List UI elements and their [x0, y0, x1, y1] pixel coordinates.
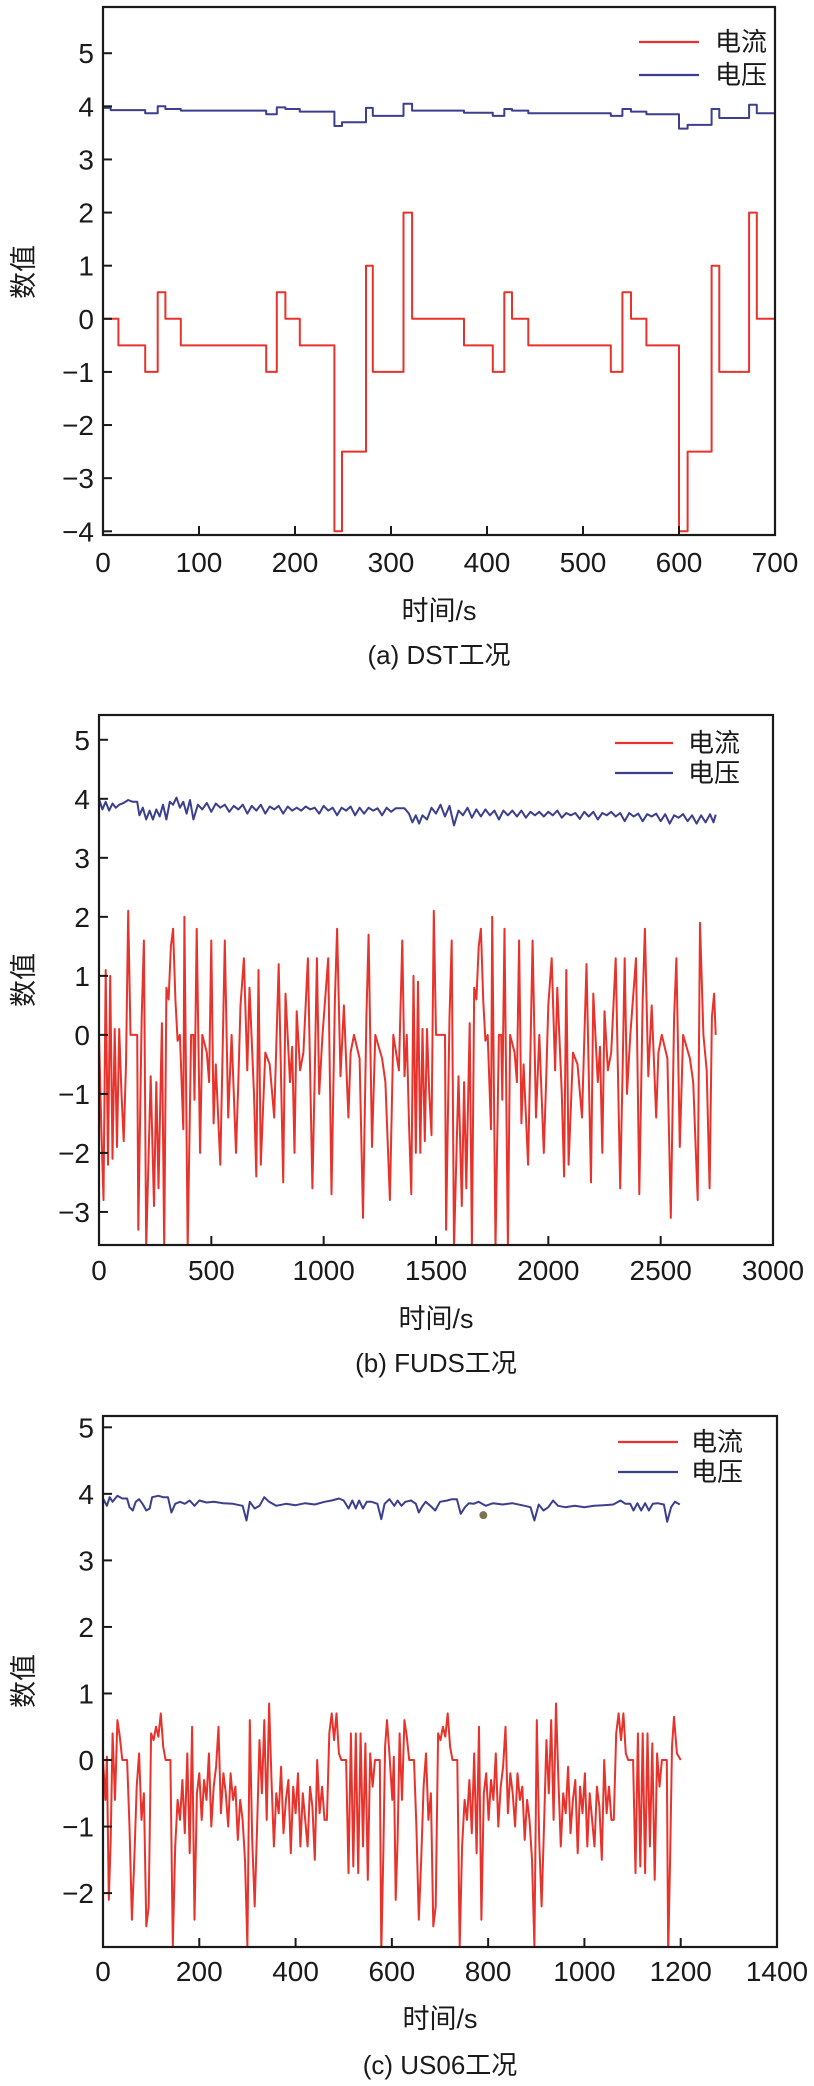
y-tick-label: 5: [74, 725, 90, 756]
chart-panel-c: 0 200 400 600 800 1000 1200 1400 −2 −1 0 1 2 3 4 5 时间/s 数…: [9, 1412, 808, 2080]
series-line-current: [103, 211, 775, 533]
y-tick-label: 1: [74, 961, 90, 992]
x-tick-label: 1000: [553, 1956, 615, 1987]
chart-panel-a: 0 100 200 300 400 500 600 700 −4 −3 −2 −1 0 1 2 3 4 5 时间/s…: [9, 5, 799, 670]
y-tick-label: −1: [62, 357, 94, 388]
y-tick-label: −2: [62, 1878, 94, 1909]
x-tick-label: 400: [464, 547, 511, 578]
x-tick-label: 100: [176, 547, 223, 578]
y-tick-label: −2: [62, 410, 94, 441]
x-tick-label: 1000: [293, 1255, 355, 1286]
x-tick-label: 300: [368, 547, 415, 578]
panel-caption: (b) FUDS工况: [355, 1348, 517, 1378]
x-axis-label: 时间/s: [398, 1304, 473, 1334]
x-tick-label: 2500: [630, 1255, 692, 1286]
series-line-current: [99, 909, 717, 1245]
y-tick-label: 1: [78, 251, 94, 282]
y-tick-label: 0: [78, 1745, 94, 1776]
y-tick-label: 4: [74, 784, 90, 815]
chart-panel-b: 0 500 1000 1500 2000 2500 3000 −3 −2 −1 0 1 2 3 4 5 时间/s…: [9, 713, 804, 1378]
y-axis-label: 数值: [9, 953, 39, 1007]
y-tick-label: −1: [58, 1079, 90, 1110]
x-tick-label: 600: [656, 547, 703, 578]
x-tick-label: 500: [188, 1255, 235, 1286]
y-axis-label: 数值: [9, 245, 39, 299]
y-tick-label: 2: [78, 198, 94, 229]
y-tick-label: 2: [78, 1612, 94, 1643]
x-tick-label: 0: [91, 1255, 107, 1286]
series-line-voltage: [99, 796, 717, 827]
legend-label: 电压: [688, 758, 740, 788]
y-axis-label: 数值: [9, 1654, 39, 1708]
legend-label: 电压: [715, 60, 767, 90]
x-tick-label: 500: [560, 547, 607, 578]
y-tick-label: 3: [78, 1545, 94, 1576]
x-tick-label: 400: [272, 1956, 319, 1987]
x-tick-label: 200: [272, 547, 319, 578]
legend-label: 电流: [688, 728, 740, 758]
y-tick-label: 4: [78, 1479, 94, 1510]
y-tick-label: 3: [78, 144, 94, 175]
x-tick-label: 200: [176, 1956, 223, 1987]
y-tick-label: 5: [78, 1412, 94, 1443]
y-tick-label: 0: [78, 304, 94, 335]
y-tick-label: 5: [78, 38, 94, 69]
y-tick-label: 4: [78, 91, 94, 122]
y-tick-label: −3: [62, 463, 94, 494]
y-tick-label: −4: [62, 516, 94, 547]
x-axis-label: 时间/s: [402, 2004, 477, 2034]
x-tick-label: 800: [465, 1956, 512, 1987]
legend-label: 电压: [691, 1457, 743, 1487]
series-line-current: [103, 1702, 682, 1947]
plot-frame: [101, 1414, 779, 1949]
plot-frame: [101, 5, 777, 537]
legend-label: 电流: [691, 1427, 743, 1457]
y-tick-label: −1: [62, 1812, 94, 1843]
panel-caption: (a) DST工况: [367, 640, 510, 670]
x-tick-label: 3000: [742, 1255, 804, 1286]
series-line-voltage: [103, 102, 775, 130]
x-tick-label: 0: [95, 547, 111, 578]
legend-label: 电流: [715, 27, 767, 57]
stray-data-marker: [479, 1511, 488, 1520]
y-tick-label: 1: [78, 1678, 94, 1709]
x-tick-label: 1500: [405, 1255, 467, 1286]
x-tick-label: 700: [752, 547, 799, 578]
y-tick-label: −2: [58, 1138, 90, 1169]
y-tick-label: 3: [74, 843, 90, 874]
y-tick-label: 2: [74, 902, 90, 933]
x-tick-label: 2000: [517, 1255, 579, 1286]
x-tick-label: 600: [368, 1956, 415, 1987]
x-tick-label: 0: [95, 1956, 111, 1987]
x-tick-label: 1200: [650, 1956, 712, 1987]
x-tick-label: 1400: [746, 1956, 808, 1987]
y-tick-label: −3: [58, 1197, 90, 1228]
y-tick-label: 0: [74, 1020, 90, 1051]
series-line-voltage: [103, 1494, 681, 1523]
x-axis-label: 时间/s: [401, 596, 476, 626]
panel-caption: (c) US06工况: [363, 2050, 518, 2080]
